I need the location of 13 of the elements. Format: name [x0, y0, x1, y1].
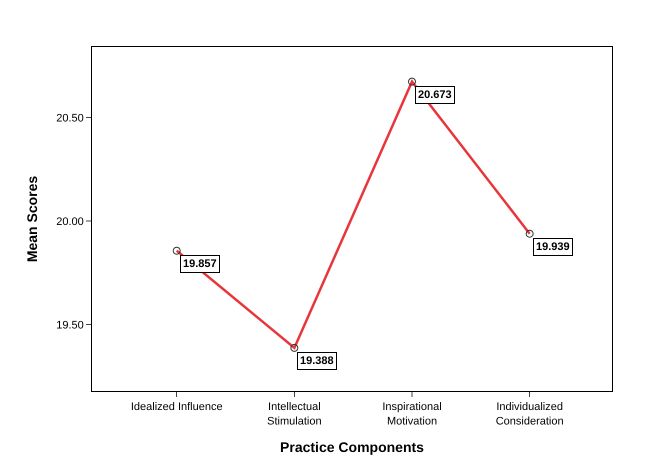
y-tick-label: 20.00 [56, 216, 84, 228]
data-label: 19.939 [536, 241, 570, 253]
data-label: 20.673 [418, 89, 452, 101]
x-axis-title: Practice Components [280, 438, 424, 455]
data-label: 19.857 [183, 258, 217, 270]
y-axis-title: Mean Scores [24, 176, 40, 262]
y-tick-label: 20.50 [56, 112, 84, 124]
x-tick-label: Idealized Influence [130, 401, 223, 414]
x-tick-label: Intellectual Stimulation [267, 401, 322, 428]
x-tick-label: Individualized Consideration [496, 401, 564, 428]
data-label: 19.388 [300, 355, 334, 367]
y-tick-label: 19.50 [56, 320, 84, 332]
x-tick-label: Inspirational Motivation [382, 401, 442, 428]
